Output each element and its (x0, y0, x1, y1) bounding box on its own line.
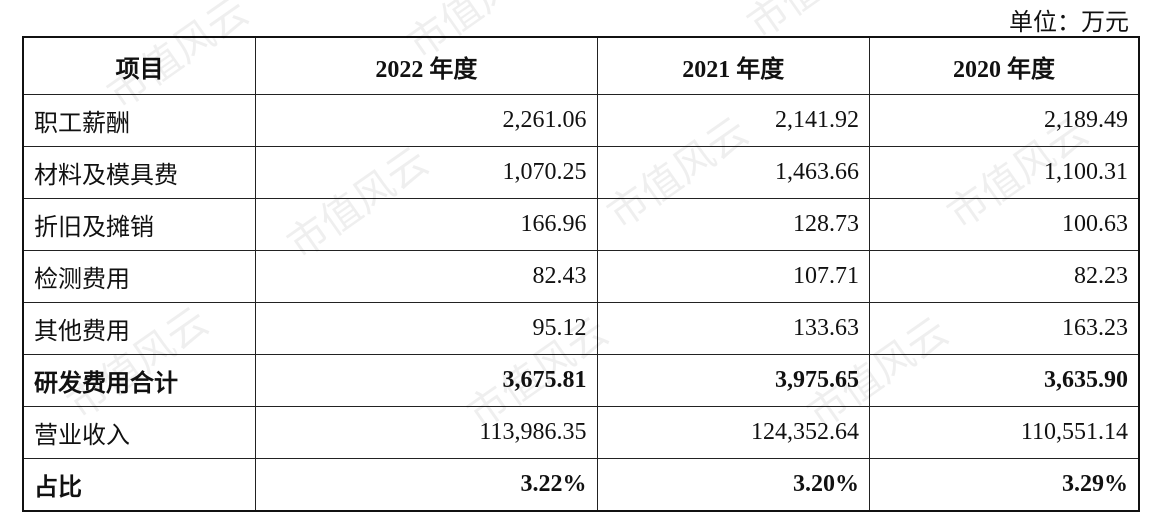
header-cell: 2021 年度 (596, 36, 871, 95)
value-cell: 3.20% (596, 458, 871, 512)
value-cell: 100.63 (869, 198, 1140, 251)
value-cell: 2,189.49 (869, 94, 1140, 147)
value-cell: 95.12 (255, 302, 598, 355)
table-row: 材料及模具费 1,070.25 1,463.66 1,100.31 (22, 146, 1140, 199)
header-cell: 2022 年度 (255, 36, 598, 95)
value-cell: 2,141.92 (596, 94, 871, 147)
item-cell: 其他费用 (22, 302, 257, 355)
table-row: 检测费用 82.43 107.71 82.23 (22, 250, 1140, 303)
table-body: 职工薪酬 2,261.06 2,141.92 2,189.49 材料及模具费 1,070.… (22, 94, 1140, 512)
item-cell: 研发费用合计 (22, 354, 257, 407)
value-cell: 133.63 (596, 302, 871, 355)
header-row: 项目 2022 年度 2021 年度 2020 年度 (22, 36, 1140, 95)
value-cell: 166.96 (255, 198, 598, 251)
value-cell: 110,551.14 (869, 406, 1140, 459)
value-cell: 1,070.25 (255, 146, 598, 199)
header-cell: 2020 年度 (869, 36, 1140, 95)
value-cell: 3,675.81 (255, 354, 598, 407)
value-cell: 82.43 (255, 250, 598, 303)
table-row: 职工薪酬 2,261.06 2,141.92 2,189.49 (22, 94, 1140, 147)
value-cell: 1,100.31 (869, 146, 1140, 199)
header-cell: 项目 (22, 36, 257, 95)
unit-label: 单位：万元 (1009, 10, 1129, 36)
data-table: 项目 2022 年度 2021 年度 2020 年度 职工薪酬 2,261.06 2,14… (22, 36, 1140, 512)
item-cell: 检测费用 (22, 250, 257, 303)
table-row: 折旧及摊销 166.96 128.73 100.63 (22, 198, 1140, 251)
table-row: 其他费用 95.12 133.63 163.23 (22, 302, 1140, 355)
value-cell: 107.71 (596, 250, 871, 303)
value-cell: 3,635.90 (869, 354, 1140, 407)
value-cell: 3.29% (869, 458, 1140, 512)
value-cell: 128.73 (596, 198, 871, 251)
value-cell: 124,352.64 (596, 406, 871, 459)
value-cell: 113,986.35 (255, 406, 598, 459)
value-cell: 82.23 (869, 250, 1140, 303)
item-cell: 材料及模具费 (22, 146, 257, 199)
value-cell: 163.23 (869, 302, 1140, 355)
value-cell: 3.22% (255, 458, 598, 512)
table-row: 营业收入 113,986.35 124,352.64 110,551.14 (22, 406, 1140, 459)
item-cell: 营业收入 (22, 406, 257, 459)
table-row: 占比 3.22% 3.20% 3.29% (22, 458, 1140, 512)
table-row: 研发费用合计 3,675.81 3,975.65 3,635.90 (22, 354, 1140, 407)
value-cell: 2,261.06 (255, 94, 598, 147)
item-cell: 占比 (22, 458, 257, 512)
item-cell: 折旧及摊销 (22, 198, 257, 251)
value-cell: 3,975.65 (596, 354, 871, 407)
item-cell: 职工薪酬 (22, 94, 257, 147)
value-cell: 1,463.66 (596, 146, 871, 199)
